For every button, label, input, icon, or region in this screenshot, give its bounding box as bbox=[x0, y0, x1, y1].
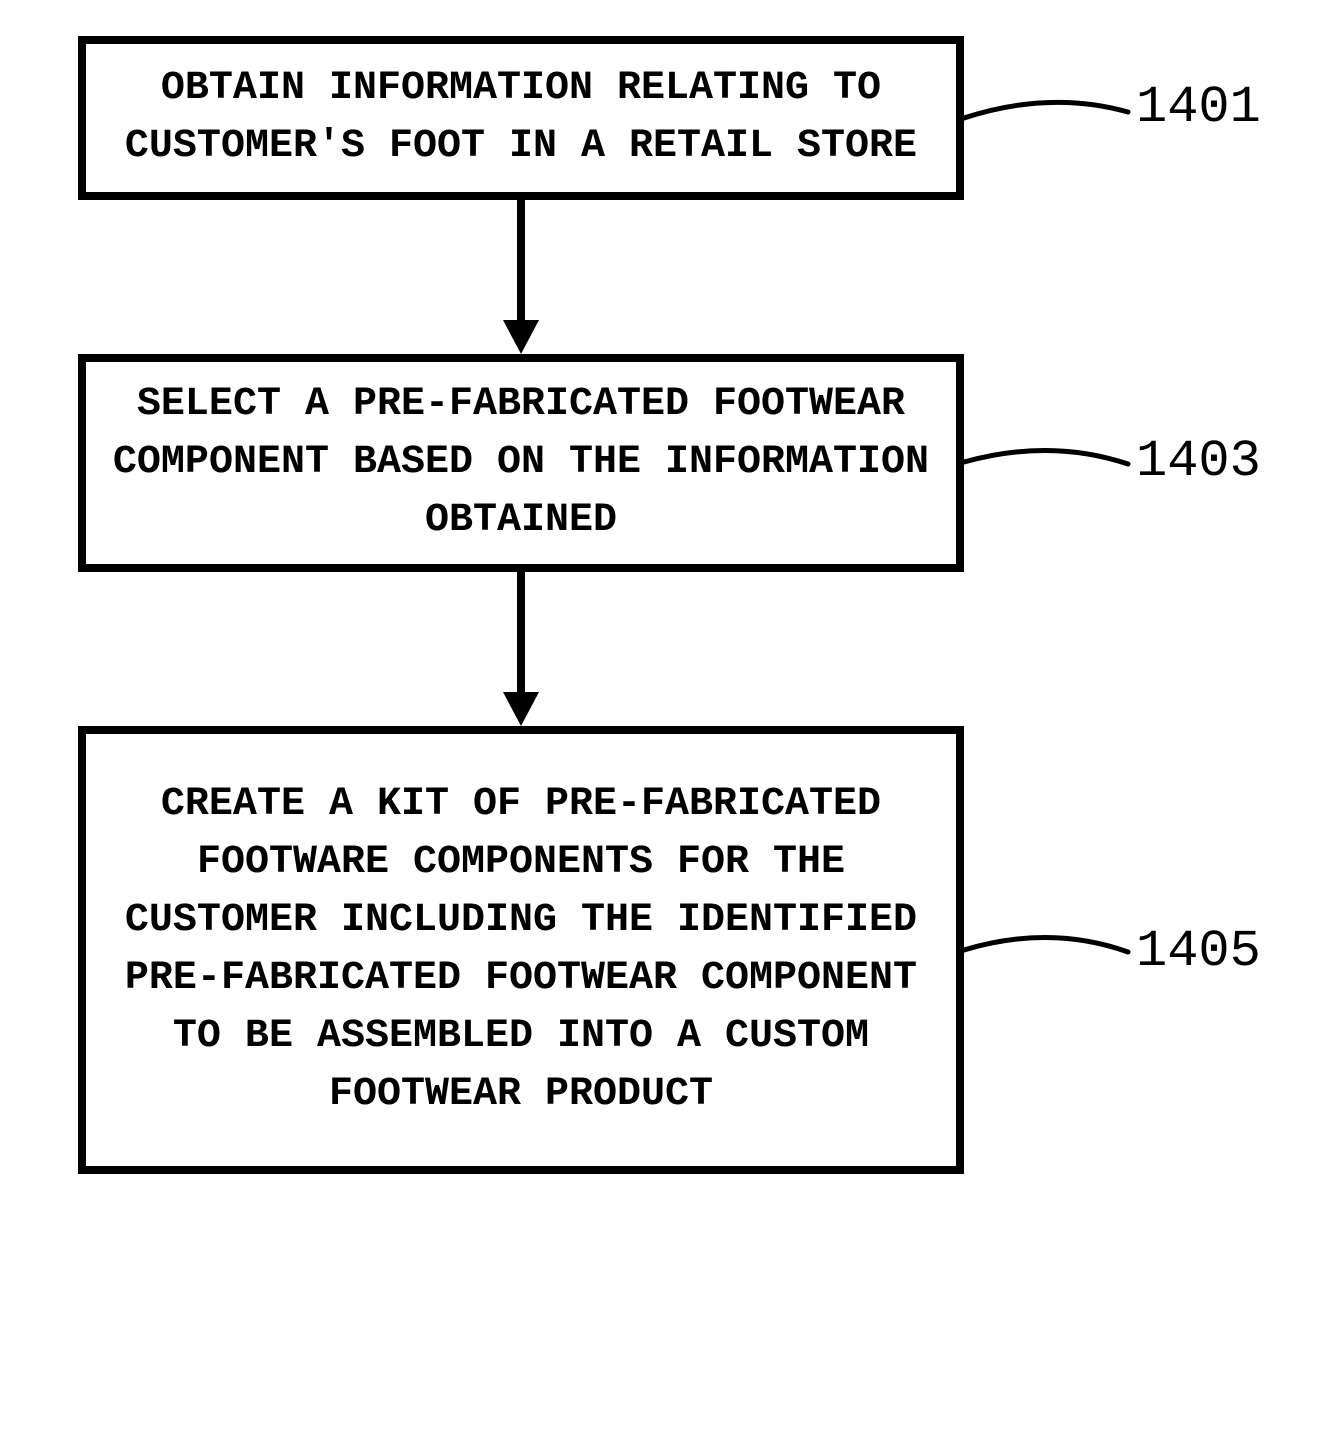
connector-layer bbox=[0, 0, 1333, 1443]
label-1401: 1401 bbox=[1136, 78, 1261, 137]
label-1405-leader bbox=[964, 937, 1128, 952]
arrow-1-2-head bbox=[503, 320, 539, 354]
arrow-2-3-head bbox=[503, 692, 539, 726]
step-1401: OBTAIN INFORMATION RELATING TO CUSTOMER'… bbox=[78, 36, 964, 200]
label-1403: 1403 bbox=[1136, 432, 1261, 491]
step-1405: CREATE A KIT OF PRE-FABRICATED FOOTWARE … bbox=[78, 726, 964, 1174]
step-1403-text: SELECT A PRE-FABRICATED FOOTWEAR COMPONE… bbox=[113, 376, 929, 550]
step-1401-text: OBTAIN INFORMATION RELATING TO CUSTOMER'… bbox=[125, 60, 917, 176]
flowchart-canvas: OBTAIN INFORMATION RELATING TO CUSTOMER'… bbox=[0, 0, 1333, 1443]
step-1405-text: CREATE A KIT OF PRE-FABRICATED FOOTWARE … bbox=[125, 776, 917, 1124]
label-1403-leader bbox=[964, 450, 1128, 464]
step-1403: SELECT A PRE-FABRICATED FOOTWEAR COMPONE… bbox=[78, 354, 964, 572]
label-1401-leader bbox=[964, 102, 1128, 118]
label-1405: 1405 bbox=[1136, 922, 1261, 981]
